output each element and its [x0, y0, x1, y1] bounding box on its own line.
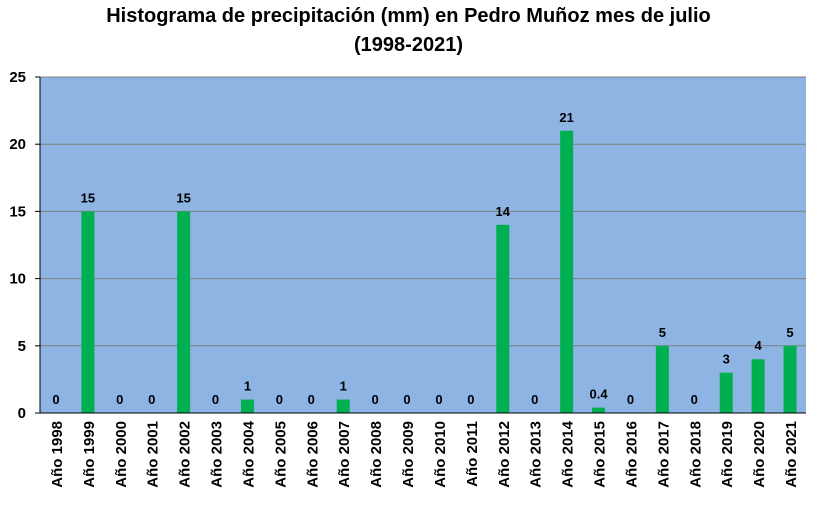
gridlines — [40, 76, 806, 347]
bar — [81, 211, 95, 413]
x-tick-label: Año 2009 — [400, 421, 417, 488]
x-tick-label: Año 2005 — [272, 421, 289, 488]
x-tick-label: Año 1999 — [81, 421, 98, 488]
data-label: 4 — [755, 338, 763, 353]
x-tick-label: Año 2014 — [560, 420, 577, 487]
data-label: 0 — [372, 392, 379, 407]
x-tick-label: Año 2008 — [368, 421, 385, 488]
x-tick-label: Año 2020 — [751, 421, 768, 488]
x-tick-label: Año 2011 — [464, 421, 481, 487]
x-tick-label: Año 2000 — [113, 421, 130, 488]
y-axis-ticks: 0 5 10 15 20 25 — [9, 69, 40, 422]
data-label: 15 — [81, 190, 95, 205]
x-tick-label: Año 1998 — [49, 421, 66, 488]
data-label: 14 — [496, 204, 511, 219]
data-label: 0 — [435, 392, 442, 407]
chart-title-line-2: (1998-2021) — [354, 34, 463, 56]
y-tick-label: 10 — [9, 271, 26, 288]
x-tick-label: Año 2021 — [783, 421, 800, 488]
bar — [177, 211, 191, 413]
data-label: 0 — [148, 392, 155, 407]
data-label: 0 — [212, 392, 219, 407]
data-label: 0 — [467, 392, 474, 407]
bar — [655, 345, 669, 413]
bar — [496, 224, 510, 413]
data-label: 0 — [52, 392, 59, 407]
x-tick-label: Año 2015 — [592, 421, 609, 488]
x-tick-label: Año 2012 — [496, 421, 513, 488]
x-tick-label: Año 2017 — [655, 421, 672, 488]
data-label: 0 — [531, 392, 538, 407]
data-label: 21 — [559, 110, 573, 125]
x-tick-label: Año 2006 — [304, 421, 321, 488]
y-tick-label: 20 — [9, 136, 26, 153]
bar — [336, 399, 350, 413]
x-tick-label: Año 2018 — [687, 421, 704, 488]
data-labels: 0 15 0 0 15 0 1 0 0 1 0 0 0 0 14 0 21 0.4 0 5 0 3 4 5 — [52, 110, 793, 407]
data-label: 3 — [723, 352, 730, 367]
y-tick-label: 15 — [9, 203, 26, 220]
y-tick-label: 5 — [18, 338, 26, 355]
data-label: 1 — [340, 379, 347, 394]
data-label: 0 — [627, 392, 634, 407]
y-tick-label: 0 — [18, 405, 26, 422]
x-axis-ticks: Año 1998 Año 1999 Año 2000 Año 2001 Año 2002… — [49, 420, 800, 487]
data-label: 0 — [403, 392, 410, 407]
data-label: 5 — [786, 325, 793, 340]
x-tick-label: Año 2004 — [240, 420, 257, 487]
data-label: 0 — [691, 392, 698, 407]
x-tick-label: Año 2016 — [623, 421, 640, 488]
data-label: 0 — [308, 392, 315, 407]
bar — [751, 359, 765, 413]
bars — [81, 130, 797, 413]
x-tick-label: Año 2001 — [145, 421, 162, 488]
bar — [240, 399, 254, 413]
data-label: 0 — [276, 392, 283, 407]
chart-title-line-1: Histograma de precipitación (mm) en Pedr… — [106, 5, 711, 27]
x-tick-label: Año 2007 — [336, 421, 353, 488]
y-tick-label: 25 — [9, 69, 26, 86]
x-tick-label: Año 2019 — [719, 421, 736, 488]
plot-area — [40, 77, 806, 413]
bar — [783, 345, 797, 413]
x-tick-label: Año 2013 — [528, 421, 545, 488]
x-tick-label: Año 2002 — [177, 421, 194, 488]
data-label: 15 — [176, 190, 190, 205]
bar — [719, 372, 733, 413]
bar — [560, 130, 574, 413]
chart-title: Histograma de precipitación (mm) en Pedr… — [0, 2, 817, 60]
x-tick-label: Año 2010 — [432, 421, 449, 488]
data-label: 0 — [116, 392, 123, 407]
data-label: 1 — [244, 379, 251, 394]
data-label: 0.4 — [590, 387, 609, 402]
x-tick-label: Año 2003 — [209, 421, 226, 488]
bar — [592, 407, 606, 413]
data-label: 5 — [659, 325, 666, 340]
